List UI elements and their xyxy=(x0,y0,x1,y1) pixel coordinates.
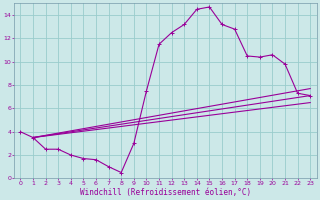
X-axis label: Windchill (Refroidissement éolien,°C): Windchill (Refroidissement éolien,°C) xyxy=(80,188,251,197)
